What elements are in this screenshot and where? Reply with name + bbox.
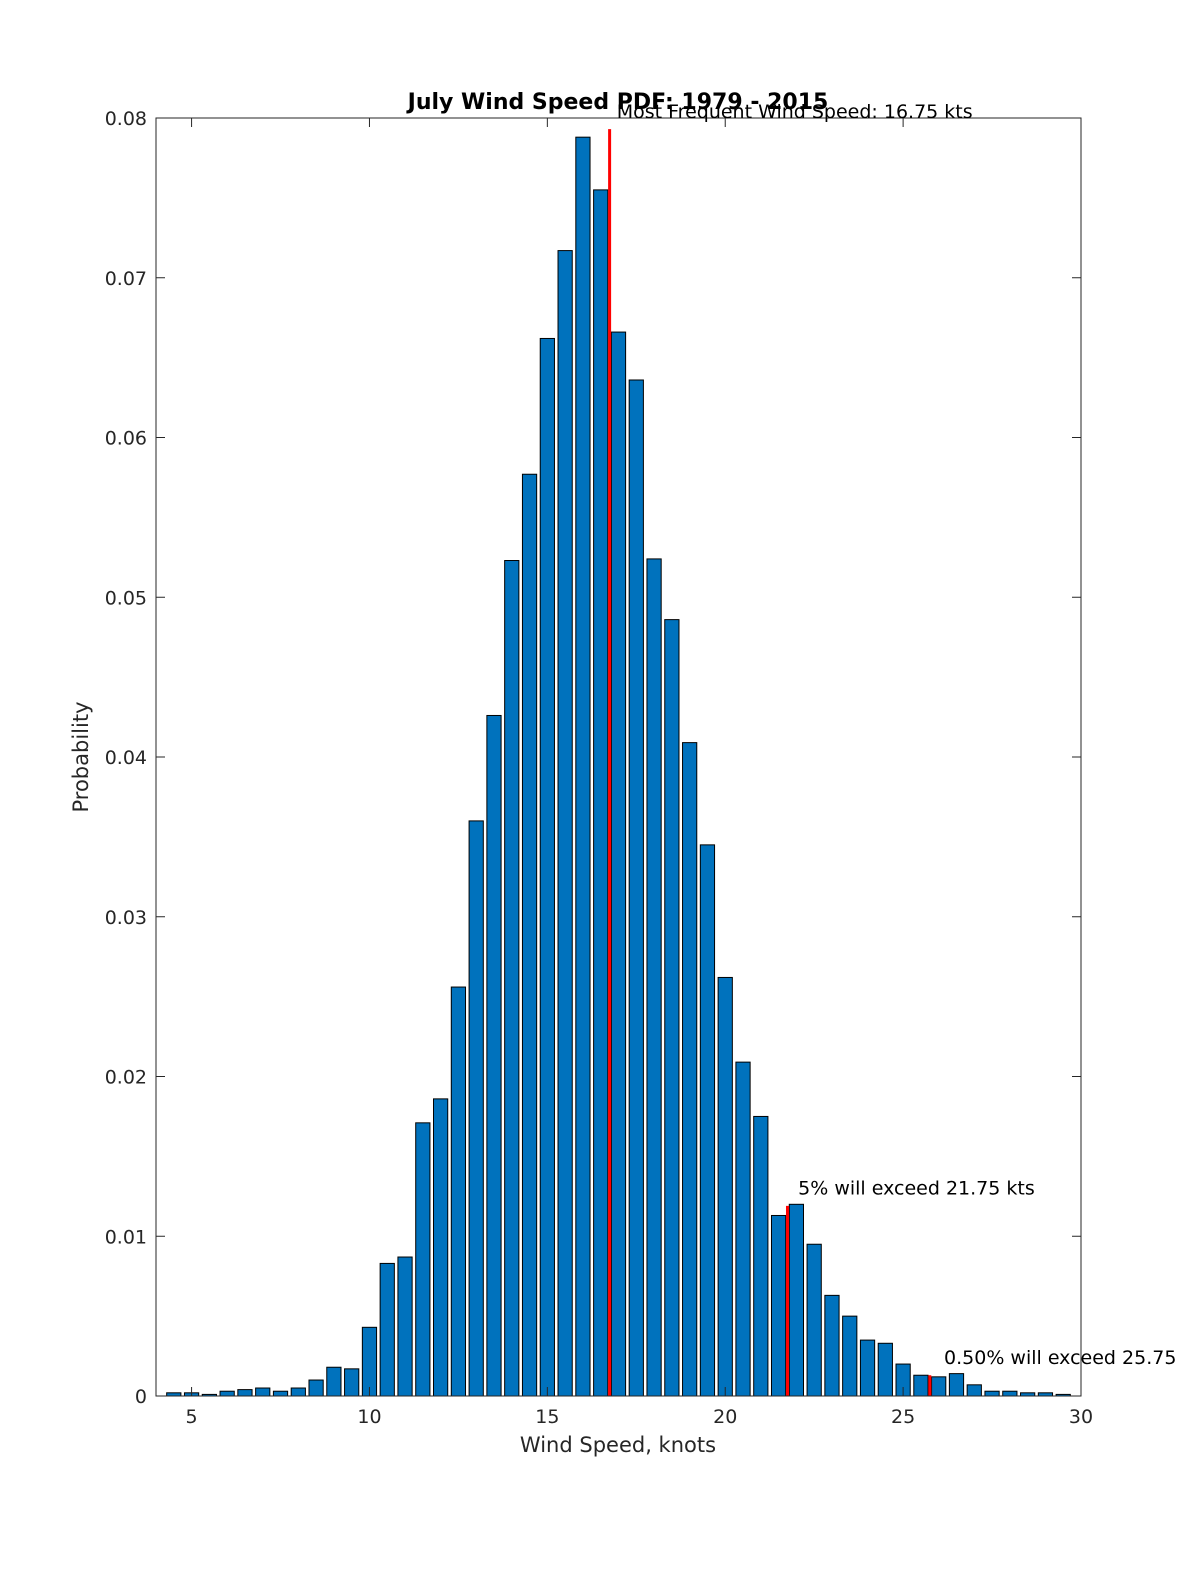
bar	[699, 844, 716, 1397]
reference-line-label: Most Frequent Wind Speed: 16.75 kts	[617, 101, 973, 123]
bar	[255, 1387, 271, 1397]
y-tick-label: 0.05	[105, 587, 147, 609]
bar	[682, 742, 698, 1397]
x-tick-label: 5	[186, 1406, 198, 1428]
bar	[984, 1390, 1000, 1397]
bar	[557, 250, 573, 1397]
bar	[788, 1203, 805, 1397]
bar	[397, 1256, 413, 1397]
ticks-layer: 5 10 15 20 25 30 0 0.01 0.02 0.03 0.04 0.05 0.06 0.07…	[105, 108, 1093, 1428]
bar	[272, 1390, 289, 1397]
bars-layer	[166, 136, 1071, 1397]
bar	[806, 1243, 822, 1397]
bar	[717, 976, 733, 1397]
y-tick-label: 0	[135, 1386, 147, 1408]
bar	[610, 331, 627, 1397]
bar	[539, 337, 555, 1397]
y-tick-label: 0.04	[105, 747, 147, 769]
x-tick-label: 15	[535, 1406, 559, 1428]
bar	[770, 1214, 787, 1397]
bar	[486, 714, 502, 1397]
bar	[433, 1098, 449, 1397]
y-tick-label: 0.06	[105, 428, 147, 450]
y-tick-label: 0.01	[105, 1226, 147, 1248]
bar	[415, 1122, 431, 1397]
bar	[966, 1384, 982, 1397]
bar	[326, 1366, 342, 1397]
y-tick-label: 0.07	[105, 268, 147, 290]
bar	[664, 619, 680, 1397]
y-tick-label: 0.08	[105, 108, 147, 130]
bar	[628, 379, 644, 1397]
bar	[593, 189, 609, 1397]
x-tick-label: 10	[357, 1406, 381, 1428]
x-tick-label: 25	[891, 1406, 915, 1428]
bar	[219, 1390, 235, 1397]
bar	[450, 986, 467, 1397]
bar	[859, 1339, 876, 1397]
bar	[948, 1373, 965, 1397]
y-tick-label: 0.03	[105, 907, 147, 929]
bar	[290, 1387, 306, 1397]
bar	[735, 1061, 751, 1397]
y-tick-label: 0.02	[105, 1067, 147, 1089]
bar	[1002, 1390, 1018, 1397]
bar	[931, 1376, 947, 1397]
x-axis-label: Wind Speed, knots	[520, 1433, 716, 1457]
x-tick-label: 30	[1069, 1406, 1093, 1428]
bar	[753, 1115, 769, 1397]
bar	[504, 560, 520, 1397]
reference-line-label: 5% will exceed 21.75 kts	[798, 1178, 1035, 1200]
bar	[344, 1368, 360, 1397]
bar	[308, 1379, 324, 1397]
bar	[521, 473, 538, 1397]
annotations-layer: Most Frequent Wind Speed: 16.75 kts 5% wi…	[617, 101, 1177, 1369]
bar	[237, 1389, 253, 1397]
bar	[913, 1374, 929, 1397]
reference-lines-layer	[608, 129, 932, 1396]
x-tick-label: 20	[713, 1406, 737, 1428]
reference-line-label: 0.50% will exceed 25.75	[944, 1347, 1176, 1369]
bar	[575, 136, 591, 1397]
y-axis-label: Probability	[69, 701, 93, 812]
bar	[824, 1294, 840, 1397]
bar	[646, 558, 662, 1397]
bar	[468, 820, 484, 1397]
chart-title: July Wind Speed PDF: 1979 - 2015	[406, 90, 829, 115]
bar	[379, 1262, 395, 1397]
bar	[361, 1326, 378, 1397]
bar	[877, 1342, 893, 1397]
bar	[842, 1315, 858, 1397]
